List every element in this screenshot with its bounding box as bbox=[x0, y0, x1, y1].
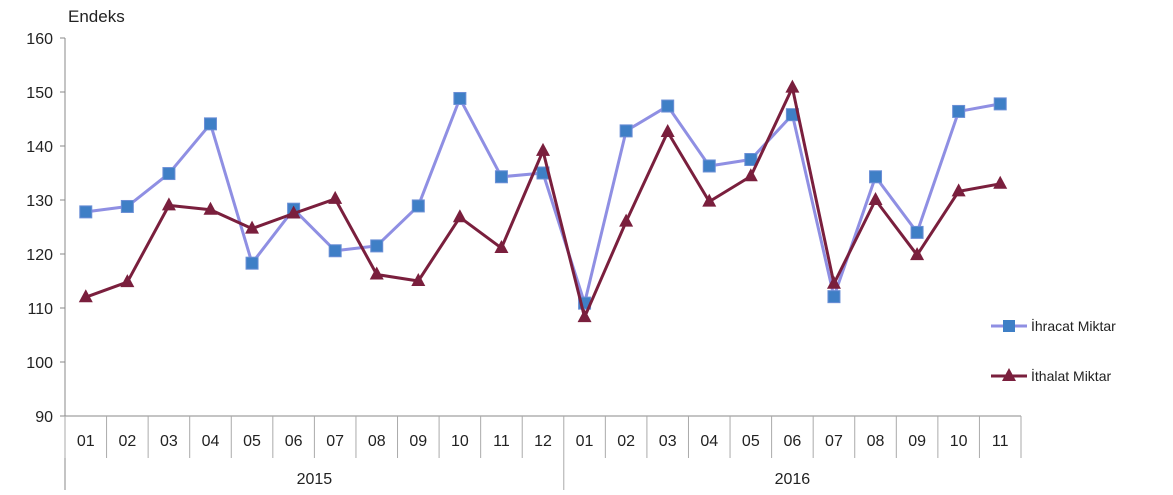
data-point bbox=[702, 193, 717, 207]
legend-item: İthalat Miktar bbox=[991, 367, 1111, 384]
series-1 bbox=[79, 91, 1007, 310]
data-point bbox=[619, 124, 633, 138]
data-point bbox=[411, 199, 425, 213]
data-point bbox=[120, 199, 134, 213]
x-tick-label: 03 bbox=[160, 433, 178, 450]
data-point bbox=[744, 153, 758, 166]
series-group bbox=[78, 79, 1008, 323]
data-point bbox=[369, 266, 384, 280]
data-point bbox=[411, 273, 426, 286]
y-tick-label: 110 bbox=[27, 301, 53, 318]
data-point bbox=[494, 240, 509, 254]
data-point bbox=[951, 183, 966, 197]
data-point bbox=[162, 167, 176, 181]
y-tick-label: 100 bbox=[26, 355, 53, 372]
data-point bbox=[826, 275, 841, 289]
legend: İhracat Miktar İthalat Miktar bbox=[991, 317, 1116, 384]
data-point bbox=[120, 274, 135, 288]
y-tick-label: 90 bbox=[35, 409, 53, 426]
data-point bbox=[743, 168, 758, 182]
y-tick-label: 120 bbox=[26, 247, 53, 264]
axes bbox=[64, 38, 1021, 490]
series-line bbox=[85, 86, 1001, 319]
data-point bbox=[328, 244, 342, 258]
x-tick-label: 07 bbox=[326, 433, 344, 450]
x-tick-label: 08 bbox=[368, 433, 386, 450]
data-point bbox=[785, 79, 800, 93]
x-tick-label: 05 bbox=[742, 433, 760, 450]
year-label: 2015 bbox=[297, 471, 333, 488]
data-point bbox=[452, 209, 467, 223]
x-tick-label: 05 bbox=[243, 433, 261, 450]
x-tick-label: 10 bbox=[950, 433, 968, 450]
y-tick-label: 130 bbox=[26, 193, 53, 210]
data-point bbox=[328, 190, 343, 204]
data-point bbox=[577, 309, 592, 323]
data-point bbox=[993, 175, 1008, 189]
data-point bbox=[203, 117, 217, 131]
x-tick-label: 01 bbox=[576, 433, 594, 450]
data-point bbox=[245, 220, 260, 234]
data-point bbox=[702, 159, 716, 173]
data-point bbox=[453, 91, 467, 105]
data-point bbox=[494, 170, 508, 184]
series-line bbox=[85, 96, 1001, 305]
x-tick-label: 09 bbox=[908, 433, 926, 450]
legend-label: İthalat Miktar bbox=[1031, 367, 1111, 384]
x-tick-label: 09 bbox=[409, 433, 427, 450]
legend-marker bbox=[1002, 368, 1016, 381]
y-axis-title: Endeks bbox=[68, 7, 125, 26]
data-point bbox=[78, 289, 93, 303]
x-tick-label: 02 bbox=[118, 433, 136, 450]
data-point bbox=[952, 104, 966, 118]
x-tick-label: 07 bbox=[825, 433, 843, 450]
x-tick-label: 12 bbox=[534, 433, 552, 450]
x-tick-label: 10 bbox=[451, 433, 469, 450]
data-point bbox=[910, 225, 924, 239]
x-tick-label: 04 bbox=[202, 433, 220, 450]
data-point bbox=[868, 192, 883, 205]
data-point bbox=[536, 142, 550, 156]
x-tick-label: 04 bbox=[700, 433, 718, 450]
legend-item: İhracat Miktar bbox=[991, 317, 1116, 334]
series-2 bbox=[78, 79, 1008, 323]
data-point bbox=[161, 197, 176, 211]
data-point bbox=[245, 256, 259, 270]
x-tick-label: 06 bbox=[783, 433, 801, 450]
data-point bbox=[993, 97, 1007, 111]
year-label: 2016 bbox=[775, 471, 811, 488]
x-axis-ticks: 01 02 03 04 05 06 07 08 09 10 11 12 01 02 03 04 05 06 07 08… bbox=[64, 416, 1022, 490]
data-point bbox=[79, 205, 93, 219]
x-tick-label: 01 bbox=[77, 433, 95, 450]
data-point bbox=[203, 201, 218, 215]
data-point bbox=[827, 290, 841, 304]
legend-label: İhracat Miktar bbox=[1031, 317, 1116, 334]
x-tick-label: 02 bbox=[617, 433, 635, 450]
y-tick-label: 140 bbox=[26, 139, 53, 156]
x-tick-label: 03 bbox=[659, 433, 677, 450]
data-point bbox=[869, 170, 883, 184]
data-point bbox=[661, 99, 675, 113]
y-axis-ticks: 90 100 110 120 130 140 150 160 bbox=[26, 31, 65, 426]
x-tick-label: 11 bbox=[493, 433, 510, 450]
y-tick-label: 160 bbox=[26, 31, 53, 48]
data-point bbox=[910, 247, 925, 261]
data-point bbox=[619, 213, 634, 227]
x-tick-label: 11 bbox=[992, 433, 1009, 450]
y-tick-label: 150 bbox=[26, 85, 53, 102]
data-point bbox=[286, 205, 301, 219]
x-tick-label: 08 bbox=[867, 433, 885, 450]
data-point bbox=[660, 123, 675, 137]
legend-marker bbox=[1003, 320, 1015, 332]
x-tick-label: 06 bbox=[285, 433, 303, 450]
data-point bbox=[370, 239, 384, 253]
